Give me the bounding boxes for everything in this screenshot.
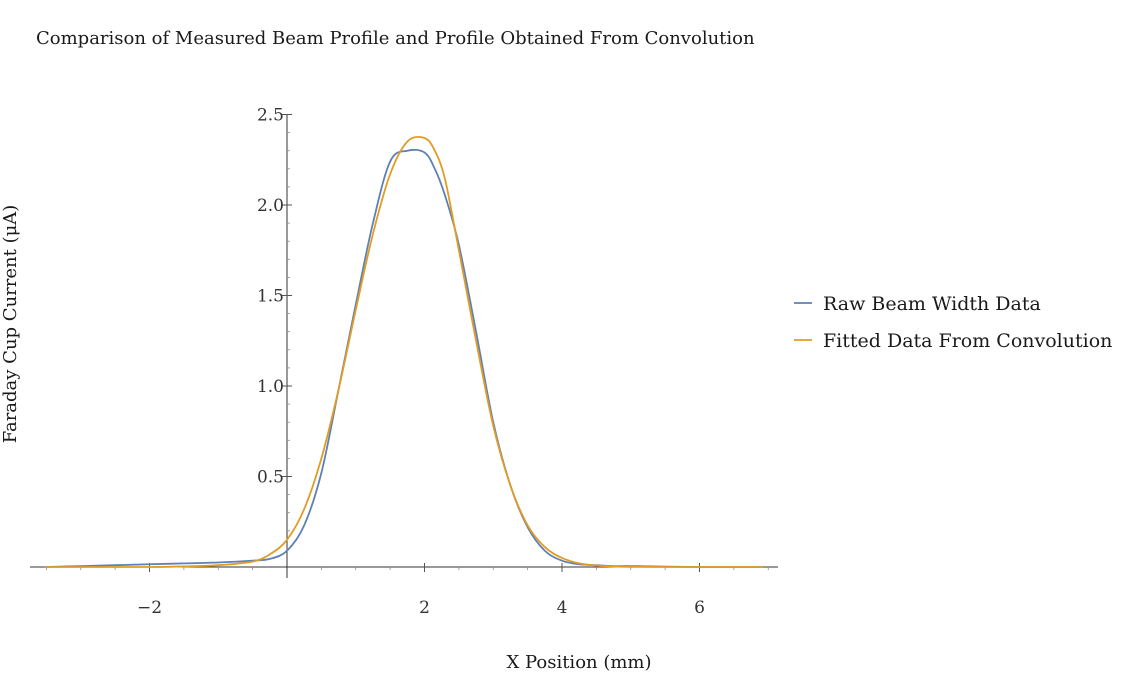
y-tick-label: 2.5	[257, 106, 284, 126]
x-tick-label: 2	[419, 598, 430, 618]
minor-ticks	[45, 132, 769, 570]
x-ticks: −2 2 4 6	[137, 563, 705, 618]
y-tick-label: 2.0	[257, 196, 284, 216]
legend-label: Fitted Data From Convolution	[823, 330, 1112, 352]
x-tick-label: 4	[557, 598, 568, 618]
series-lines	[45, 136, 763, 568]
y-tick-label: 0.5	[257, 468, 284, 488]
y-axis-label: Faraday Cup Current (μA)	[0, 205, 21, 444]
x-tick-label: −2	[137, 598, 162, 618]
legend: Raw Beam Width Data Fitted Data From Conv…	[794, 293, 1112, 352]
legend-label: Raw Beam Width Data	[823, 293, 1041, 315]
y-tick-label: 1.5	[257, 287, 284, 307]
series-line-1	[45, 148, 763, 568]
x-axis-label: X Position (mm)	[506, 652, 651, 673]
x-tick-label: 6	[694, 598, 705, 618]
y-tick-label: 1.0	[257, 377, 284, 397]
chart-title: Comparison of Measured Beam Profile and …	[36, 28, 755, 49]
series-line-2	[45, 136, 763, 568]
axes	[30, 114, 778, 578]
y-ticks: 0.5 1.0 1.5 2.0 2.5	[257, 106, 292, 488]
